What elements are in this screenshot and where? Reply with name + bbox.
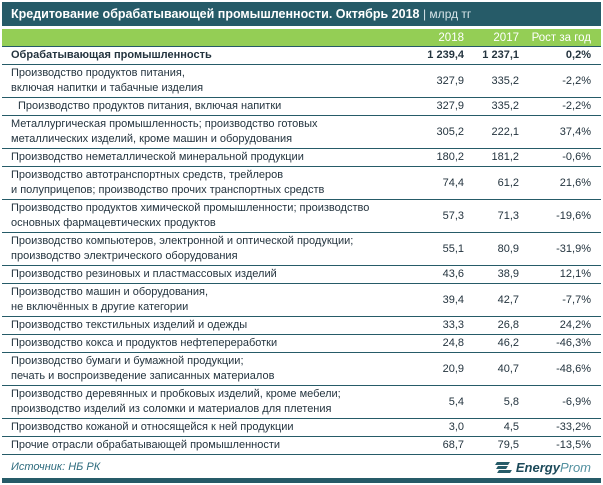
row-label: Производство бумаги и бумажной продукции…: [11, 355, 275, 382]
value-growth: -13,5%: [556, 439, 591, 451]
value-2018: 24,8: [442, 337, 464, 349]
value-2018: 68,7: [442, 439, 464, 451]
value-2017: 222,1: [491, 125, 519, 138]
table-row: Производство автотранспортных средств, т…: [2, 167, 601, 200]
value-growth: -2,2%: [562, 74, 591, 87]
value-2017: 5,8: [503, 395, 519, 408]
row-label: Производство продуктов химической промыш…: [11, 202, 370, 229]
value-growth: 12,1%: [559, 268, 591, 280]
value-2018: 43,6: [442, 268, 464, 280]
source-note: Источник: НБ РК: [11, 461, 101, 473]
logo-text-energy: Energy: [515, 459, 560, 475]
value-2018: 57,3: [442, 209, 464, 222]
value-growth: -48,6%: [556, 362, 591, 375]
table-row: Производство продуктов питания, включая …: [2, 98, 601, 116]
value-2017: 79,5: [497, 439, 519, 451]
bottom-bar: [2, 478, 601, 483]
table-row: Производство продуктов химической промыш…: [2, 200, 601, 233]
value-growth: -2,2%: [562, 100, 591, 112]
value-2018: 33,3: [442, 319, 464, 331]
row-label: Обрабатывающая промышленность: [11, 49, 212, 61]
value-2017: 42,7: [497, 293, 519, 306]
value-2017: 26,8: [497, 319, 519, 331]
value-growth: 21,6%: [559, 176, 591, 189]
value-2018: 3,0: [448, 421, 464, 433]
table-row: Производство продуктов питания, включая …: [2, 65, 601, 98]
table-row: Производство кожаной и относящейся к ней…: [2, 419, 601, 437]
value-2018: 5,4: [448, 395, 464, 408]
value-growth: -46,3%: [556, 337, 591, 349]
column-header-2017: 2017: [493, 31, 519, 44]
value-2017: 1 237,1: [482, 49, 519, 61]
table-row: Производство бумаги и бумажной продукции…: [2, 353, 601, 386]
value-growth: -6,9%: [562, 395, 591, 408]
row-label: Производство кожаной и относящейся к ней…: [11, 421, 294, 433]
value-2018: 180,2: [436, 151, 464, 163]
value-2017: 181,2: [491, 151, 519, 163]
value-growth: -0,6%: [562, 151, 591, 163]
column-header-growth: Рост за год: [531, 31, 591, 44]
row-label: Производство неметаллической минеральной…: [11, 151, 304, 163]
footer: Источник: НБ РК Energy Prom: [2, 455, 601, 479]
row-label: Производство машин и оборудования, не вк…: [11, 286, 209, 313]
value-growth: -7,7%: [562, 293, 591, 306]
value-2017: 335,2: [491, 100, 519, 112]
value-growth: -19,6%: [556, 209, 591, 222]
value-2018: 1 239,4: [427, 49, 464, 61]
row-label: Металлургическая промышленность; произво…: [11, 118, 318, 145]
table-row: Производство неметаллической минеральной…: [2, 149, 601, 167]
value-2017: 4,5: [503, 421, 519, 433]
table-row: Производство деревянных и пробковых изде…: [2, 386, 601, 419]
value-2017: 71,3: [497, 209, 519, 222]
value-growth: 24,2%: [559, 319, 591, 331]
value-growth: 0,2%: [565, 49, 591, 61]
value-2017: 40,7: [497, 362, 519, 375]
table-row: Обрабатывающая промышленность 1 239,4 1 …: [2, 47, 601, 65]
row-label: Производство текстильных изделий и одежд…: [11, 319, 248, 331]
row-label: Производство продуктов питания, включая …: [11, 67, 204, 94]
value-2017: 61,2: [497, 176, 519, 189]
value-2018: 20,9: [442, 362, 464, 375]
value-2018: 39,4: [442, 293, 464, 306]
value-2018: 327,9: [436, 100, 464, 112]
row-label: Производство автотранспортных средств, т…: [11, 169, 325, 196]
value-2017: 335,2: [491, 74, 519, 87]
row-label: Производство компьютеров, электронной и …: [11, 235, 354, 262]
value-2018: 55,1: [442, 242, 464, 255]
row-label: Производство деревянных и пробковых изде…: [11, 388, 341, 415]
energyprom-logo-icon: [494, 461, 512, 474]
table-body: Обрабатывающая промышленность 1 239,4 1 …: [2, 46, 601, 455]
table-row: Производство текстильных изделий и одежд…: [2, 317, 601, 335]
value-2017: 80,9: [497, 242, 519, 255]
column-header-2018: 2018: [438, 31, 464, 44]
row-label: Производство кокса и продуктов нефтепере…: [11, 337, 278, 349]
table-row: Металлургическая промышленность; произво…: [2, 116, 601, 149]
table-row: Производство компьютеров, электронной и …: [2, 233, 601, 266]
table-row: Производство кокса и продуктов нефтепере…: [2, 335, 601, 353]
value-2017: 46,2: [497, 337, 519, 349]
column-header-row: 2018 2017 Рост за год: [2, 29, 601, 46]
table-row: Прочие отрасли обрабатывающей промышленн…: [2, 437, 601, 455]
value-2017: 38,9: [497, 268, 519, 280]
table-row: Производство машин и оборудования, не вк…: [2, 284, 601, 317]
title-bar: Кредитование обрабатывающей промышленнос…: [2, 2, 601, 26]
page-title: Кредитование обрабатывающей промышленнос…: [11, 7, 420, 21]
row-label: Производство продуктов питания, включая …: [18, 100, 282, 112]
value-2018: 327,9: [436, 74, 464, 87]
table-row: Производство резиновых и пластмассовых и…: [2, 266, 601, 284]
row-label: Прочие отрасли обрабатывающей промышленн…: [11, 439, 281, 451]
title-unit: | млрд тг: [422, 7, 472, 21]
logo-text-prom: Prom: [559, 459, 591, 475]
value-growth: -33,2%: [556, 421, 591, 433]
value-2018: 305,2: [436, 125, 464, 138]
value-growth: 37,4%: [559, 125, 591, 138]
value-growth: -31,9%: [556, 242, 591, 255]
value-2018: 74,4: [442, 176, 464, 189]
energyprom-logo: Energy Prom: [494, 459, 591, 475]
row-label: Производство резиновых и пластмассовых и…: [11, 268, 277, 280]
